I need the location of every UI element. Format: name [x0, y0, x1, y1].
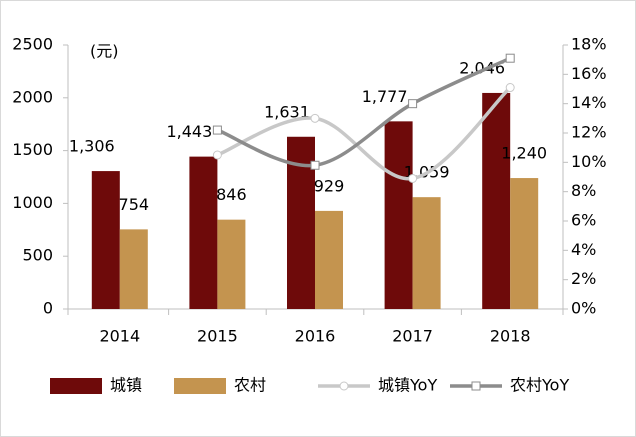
- legend-marker: [471, 381, 481, 391]
- legend-swatch: [50, 378, 102, 394]
- y2-tick-label: 14%: [571, 93, 607, 112]
- bar: [412, 197, 441, 309]
- x-tick-label: 2014: [99, 327, 140, 346]
- y2-tick-label: 10%: [571, 152, 607, 171]
- x-tick-label: 2015: [197, 327, 238, 346]
- data-label: 1,777: [362, 87, 408, 106]
- y2-tick-label: 0%: [571, 299, 596, 318]
- line: [216, 56, 511, 168]
- data-label: 1,443: [166, 122, 212, 141]
- line-marker: [310, 113, 320, 123]
- legend-marker: [339, 381, 349, 391]
- line-marker: [505, 53, 515, 63]
- y2-tick-label: 16%: [571, 64, 607, 83]
- y2-tick-label: 8%: [571, 181, 596, 200]
- line-marker: [408, 173, 418, 183]
- data-label: 929: [314, 176, 345, 195]
- bar: [482, 92, 511, 309]
- line-marker: [212, 125, 222, 135]
- legend-label: 农村YoY: [510, 376, 569, 395]
- data-label: 754: [119, 195, 150, 214]
- unit-label: (元): [90, 42, 119, 61]
- legend-label: 城镇: [110, 376, 142, 395]
- data-label: 1,240: [501, 144, 547, 163]
- bar: [189, 156, 218, 309]
- y-tick-label: 2500: [12, 35, 53, 54]
- y-tick-label: 2000: [12, 87, 53, 106]
- line-marker: [505, 83, 515, 93]
- data-label: 846: [216, 185, 247, 204]
- bar: [119, 229, 148, 309]
- bar: [217, 219, 246, 309]
- data-label: 1,631: [264, 102, 310, 121]
- y-tick-label: 1500: [12, 140, 53, 159]
- y2-tick-label: 18%: [571, 35, 607, 54]
- line: [216, 86, 512, 181]
- x-tick-label: 2017: [392, 327, 433, 346]
- y2-tick-label: 2%: [571, 269, 596, 288]
- bar: [315, 210, 343, 309]
- y2-tick-label: 4%: [571, 240, 596, 259]
- bar: [510, 178, 539, 309]
- bar: [384, 121, 413, 309]
- y-tick-label: 500: [22, 246, 53, 265]
- y2-tick-label: 12%: [571, 123, 607, 142]
- y-tick-label: 0: [43, 299, 53, 318]
- bar: [91, 171, 120, 309]
- x-tick-label: 2016: [295, 327, 336, 346]
- legend-label: 农村: [234, 376, 266, 395]
- y-tick-label: 1000: [12, 193, 53, 212]
- data-label: 2,046: [459, 58, 505, 77]
- x-tick-label: 2018: [490, 327, 531, 346]
- legend-label: 城镇YoY: [378, 376, 437, 395]
- legend-swatch: [174, 378, 226, 394]
- line-marker: [408, 99, 418, 109]
- line-marker: [212, 150, 222, 160]
- line-marker: [310, 160, 320, 170]
- data-label: 1,306: [69, 137, 115, 156]
- y2-tick-label: 6%: [571, 211, 596, 230]
